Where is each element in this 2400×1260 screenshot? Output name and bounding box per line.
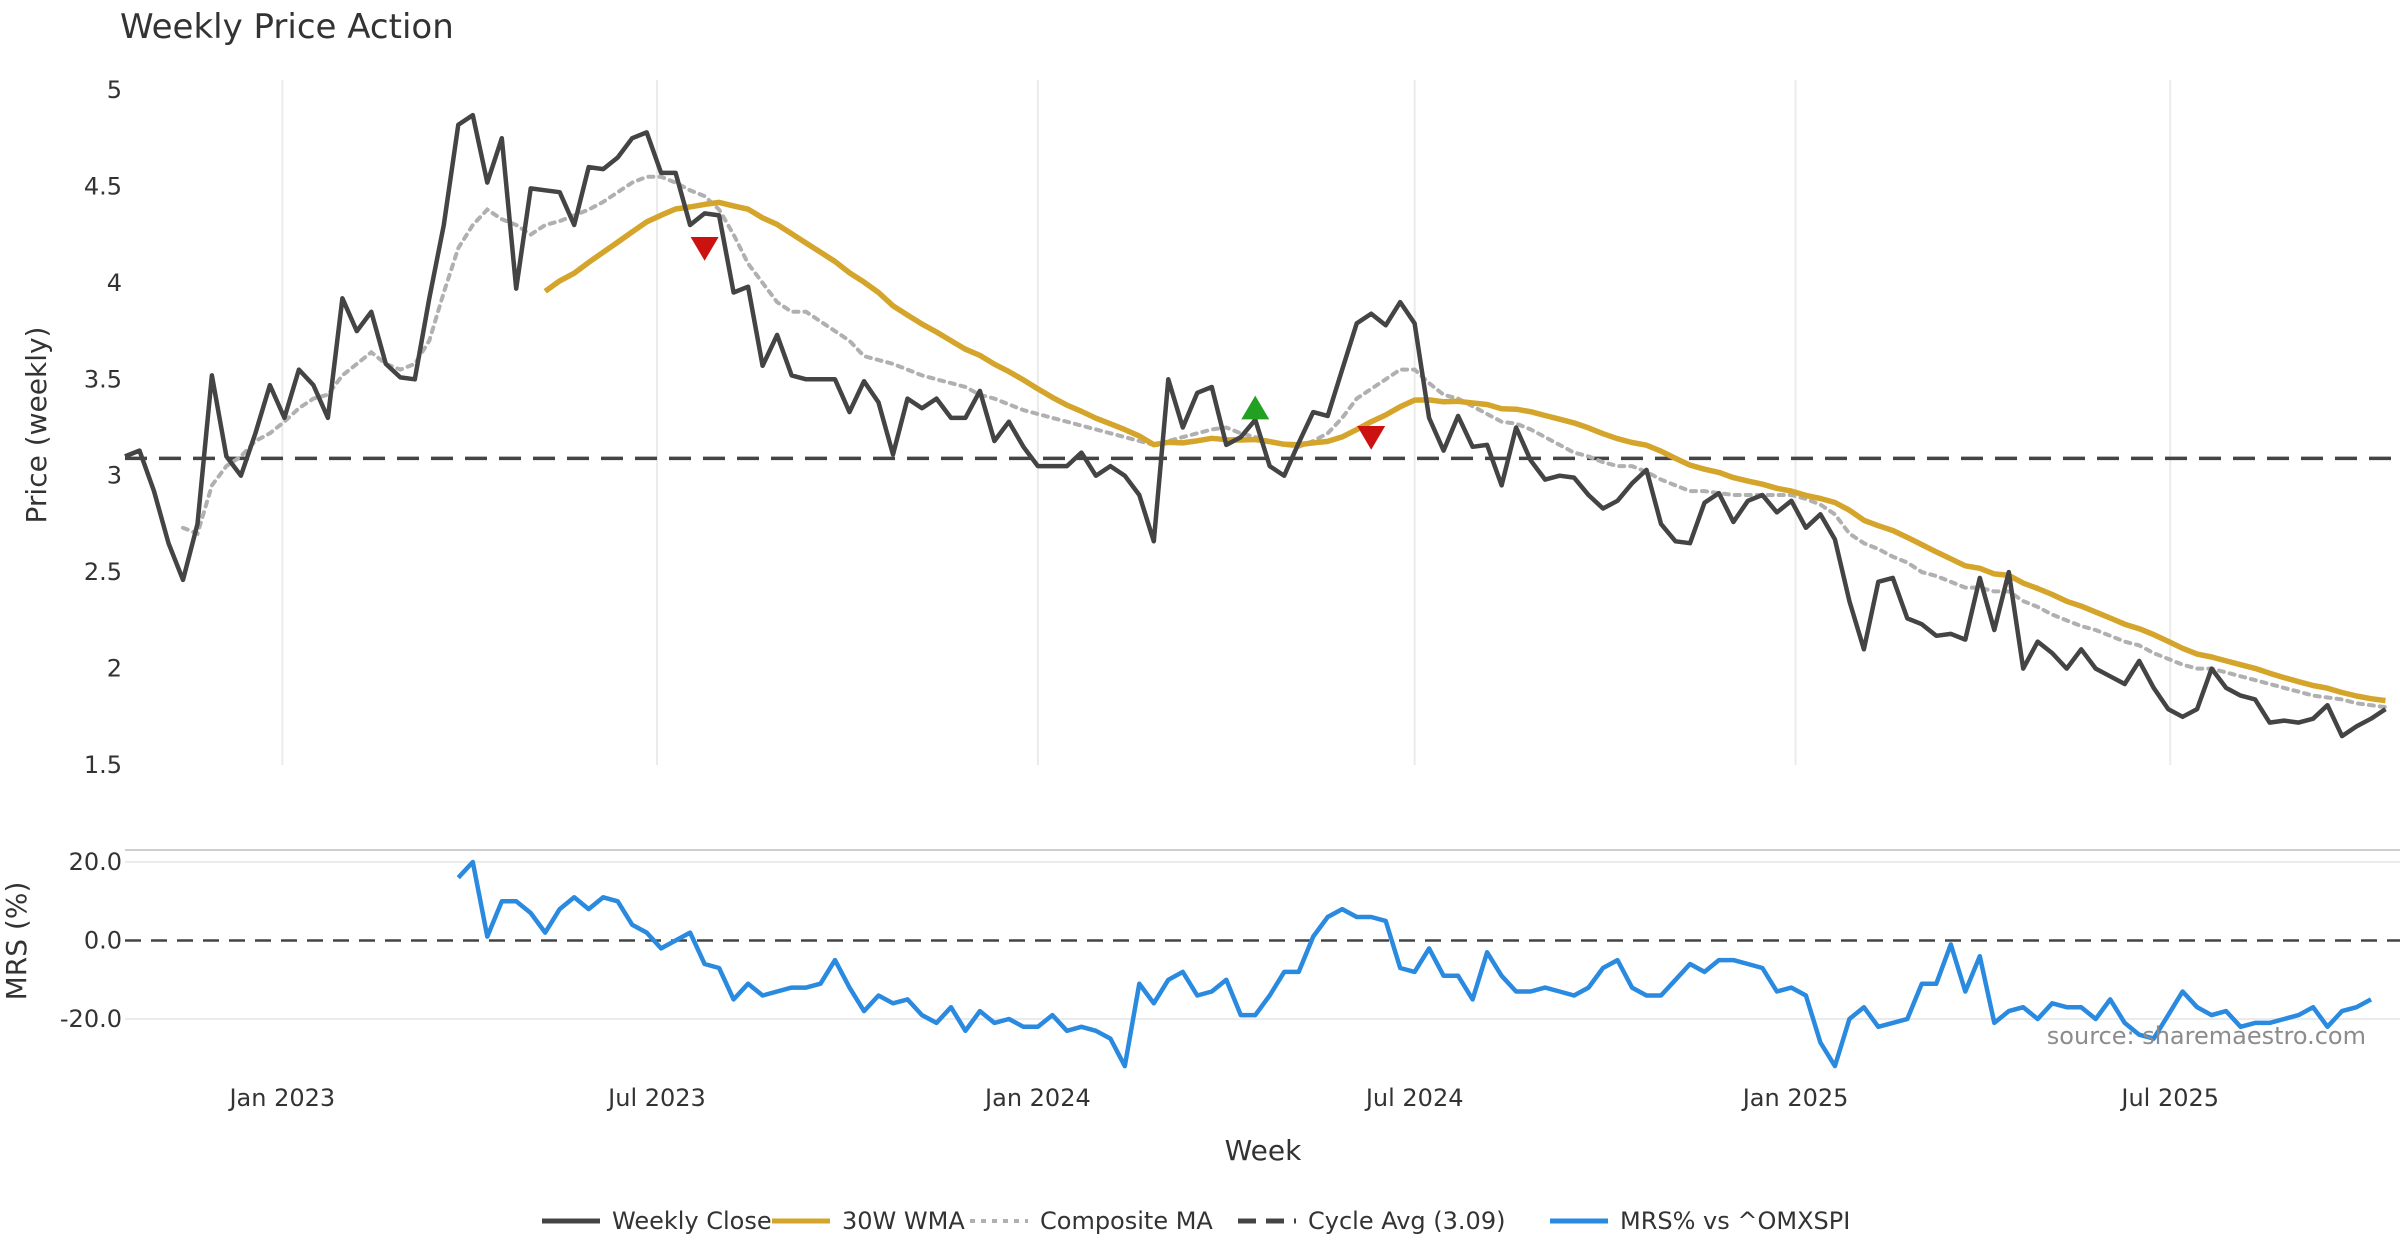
x-tick-label: Jul 2025 (2119, 1084, 2219, 1112)
price-y-tick-label: 2 (107, 655, 122, 683)
price-y-tick-label: 2.5 (84, 558, 122, 586)
legend: Weekly Close 30W WMA Composite MA Cycle Avg… (542, 1207, 1850, 1235)
x-ticks: Jan 2023 Jul 2023 Jan 2024 Jul 2024 Jan 2025… (227, 1084, 2219, 1112)
price-y-tick-label: 5 (107, 76, 122, 104)
price-y-tick-label: 4 (107, 269, 122, 297)
wma-30w-line (543, 199, 2386, 704)
buy-signal-marker (1241, 395, 1270, 420)
mrs-series (125, 859, 2400, 1069)
bottom-panel-grid (125, 849, 2400, 1020)
legend-item: 30W WMA (772, 1207, 965, 1235)
source-annotation: source: sharemaestro.com (2047, 1022, 2366, 1050)
legend-label: Cycle Avg (3.09) (1308, 1207, 1505, 1235)
legend-item: Composite MA (970, 1207, 1213, 1235)
mrs-y-tick-label: 20.0 (69, 848, 122, 876)
chart-title: Weekly Price Action (120, 7, 454, 47)
legend-label: Weekly Close (612, 1207, 772, 1235)
price-y-tick-label: 3.5 (84, 365, 122, 393)
mrs-y-tick-label: -20.0 (60, 1005, 122, 1033)
legend-label: Composite MA (1040, 1207, 1213, 1235)
price-series (124, 112, 2400, 739)
price-y-tick-label: 4.5 (84, 172, 122, 200)
sell-signal-marker (690, 236, 719, 261)
weekly-close-line (124, 112, 2387, 739)
price-y-tick-label: 3 (107, 462, 122, 490)
x-tick-label: Jul 2023 (606, 1084, 706, 1112)
mrs-line (456, 859, 2373, 1069)
sell-signal-marker (1357, 425, 1386, 450)
x-tick-label: Jan 2025 (1741, 1084, 1849, 1112)
price-y-ticks: 1.5 2 2.5 3 3.5 4 4.5 5 (84, 76, 122, 779)
mrs-y-ticks: -20.0 0.0 20.0 (60, 848, 122, 1033)
legend-label: 30W WMA (842, 1207, 965, 1235)
price-y-axis-label: Price (weekly) (20, 327, 53, 524)
price-y-tick-label: 1.5 (84, 751, 122, 779)
legend-label: MRS% vs ^OMXSPI (1620, 1207, 1850, 1235)
mrs-y-tick-label: 0.0 (84, 927, 122, 955)
x-tick-label: Jan 2024 (983, 1084, 1091, 1112)
composite-ma-line (181, 174, 2388, 710)
legend-item: MRS% vs ^OMXSPI (1550, 1207, 1850, 1235)
signal-markers (690, 236, 1386, 450)
legend-item: Weekly Close (542, 1207, 772, 1235)
x-axis-label: Week (1225, 1134, 1302, 1167)
legend-item: Cycle Avg (3.09) (1238, 1207, 1505, 1235)
top-panel-grid (281, 80, 2172, 765)
x-tick-label: Jul 2024 (1364, 1084, 1464, 1112)
x-tick-label: Jan 2023 (227, 1084, 335, 1112)
mrs-y-axis-label: MRS (%) (0, 882, 33, 1001)
